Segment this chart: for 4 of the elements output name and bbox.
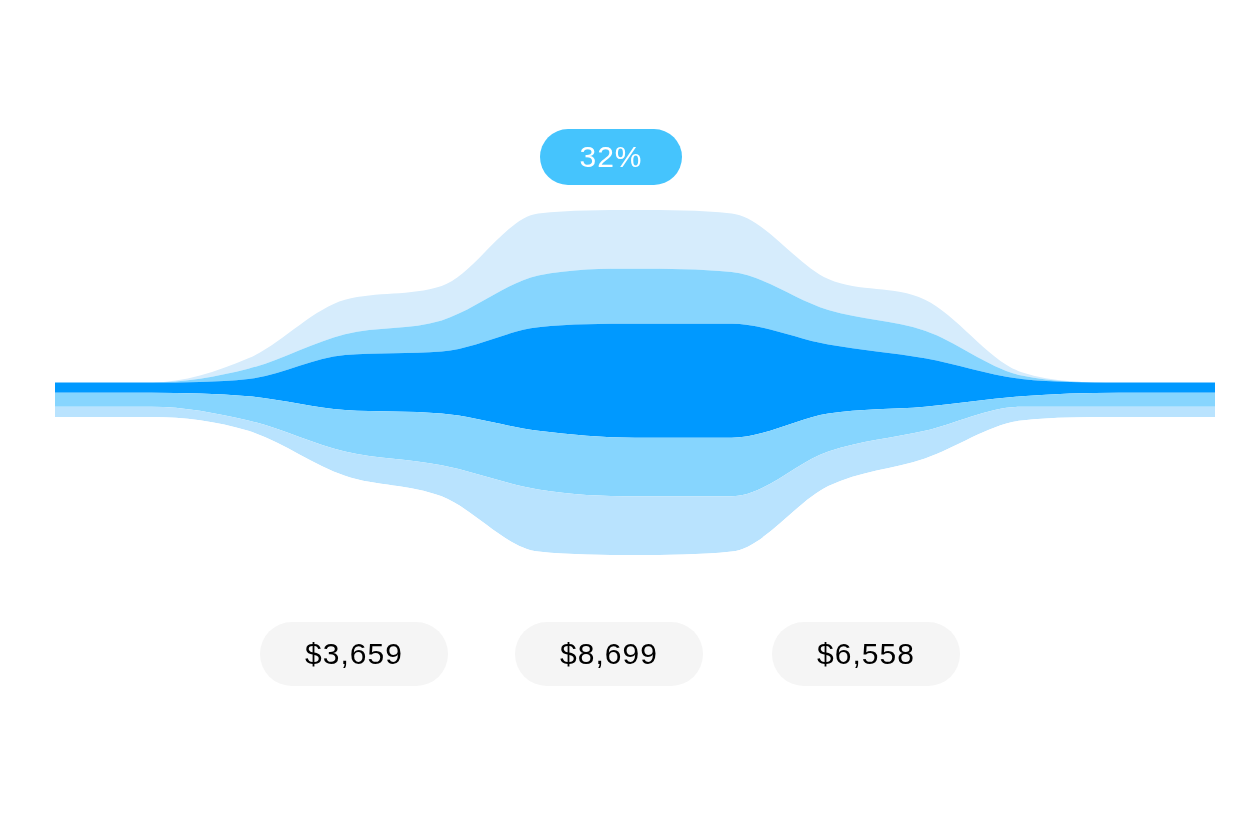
text: $8,699 bbox=[560, 637, 658, 671]
text: 32% bbox=[579, 140, 643, 174]
text: $6,558 bbox=[817, 637, 915, 671]
text: $3,659 bbox=[305, 637, 403, 671]
